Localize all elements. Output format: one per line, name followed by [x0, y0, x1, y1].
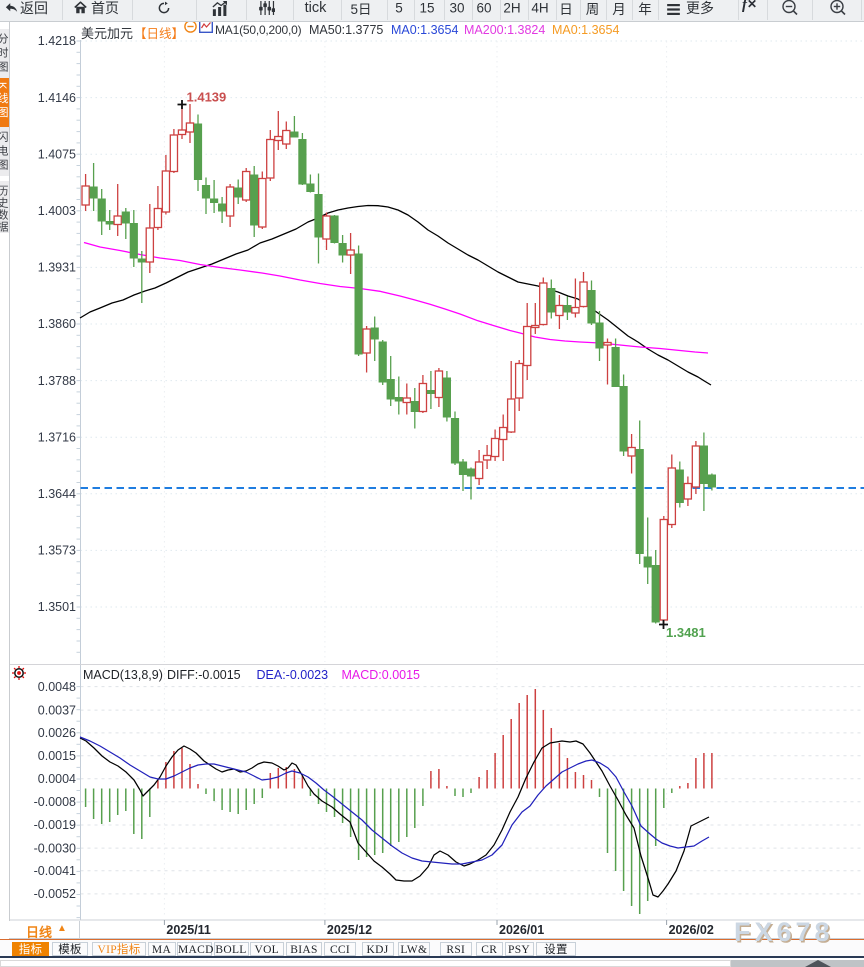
svg-text:1.4139: 1.4139: [187, 90, 227, 105]
svg-text:1.4218: 1.4218: [38, 34, 76, 48]
svg-text:1.4075: 1.4075: [38, 147, 76, 161]
svg-text:1.3481: 1.3481: [666, 625, 706, 640]
svg-text:1.3860: 1.3860: [38, 317, 76, 331]
svg-text:2025/12: 2025/12: [327, 923, 372, 937]
svg-text:2026/02: 2026/02: [669, 923, 714, 937]
svg-text:2025/11: 2025/11: [166, 923, 211, 937]
svg-text:-0.0019: -0.0019: [34, 818, 76, 832]
svg-text:0.0048: 0.0048: [38, 680, 76, 694]
svg-text:1.3716: 1.3716: [38, 430, 76, 444]
svg-text:1.3931: 1.3931: [38, 261, 76, 275]
svg-text:1.3573: 1.3573: [38, 544, 76, 558]
svg-text:0.0015: 0.0015: [38, 749, 76, 763]
svg-text:0.0026: 0.0026: [38, 726, 76, 740]
svg-text:-0.0041: -0.0041: [34, 864, 76, 878]
svg-text:-0.0008: -0.0008: [34, 795, 76, 809]
svg-text:1.3501: 1.3501: [38, 600, 76, 614]
svg-text:1.3788: 1.3788: [38, 374, 76, 388]
svg-text:1.3644: 1.3644: [38, 487, 76, 501]
svg-text:-0.0030: -0.0030: [34, 841, 76, 855]
svg-text:1.4146: 1.4146: [38, 91, 76, 105]
svg-text:2026/01: 2026/01: [499, 923, 544, 937]
svg-text:0.0004: 0.0004: [38, 772, 76, 786]
svg-text:0.0037: 0.0037: [38, 703, 76, 717]
svg-text:1.4003: 1.4003: [38, 204, 76, 218]
svg-text:-0.0052: -0.0052: [34, 887, 76, 901]
